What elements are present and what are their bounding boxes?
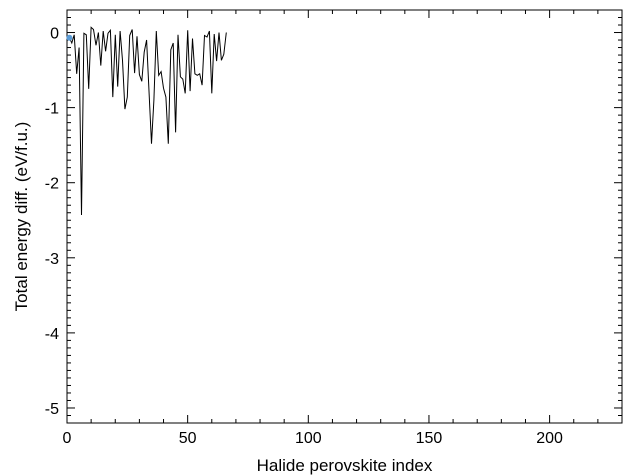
x-tick-labels: 0 50 100 150 200	[63, 430, 564, 447]
x-axis-title: Halide perovskite index	[257, 456, 433, 475]
x-tick-label: 150	[416, 430, 443, 447]
y-axis-title: Total energy diff. (eV/f.u.)	[12, 122, 31, 312]
energy-diff-series-line	[68, 26, 227, 216]
series-start-marker	[66, 34, 73, 41]
x-tick-label: 100	[295, 430, 322, 447]
y-tick-label: 0	[50, 26, 59, 43]
y-tick-label: -2	[45, 176, 59, 193]
x-tick-label: 50	[179, 430, 197, 447]
y-tick-label: -4	[45, 326, 59, 343]
plot-frame	[66, 9, 623, 424]
y-tick-label: -3	[45, 251, 59, 268]
x-tick-label: 0	[63, 430, 72, 447]
axis-ticks	[66, 10, 622, 423]
x-tick-label: 200	[536, 430, 563, 447]
y-tick-label: -5	[45, 401, 59, 418]
y-tick-labels: 0 -1 -2 -3 -4 -5	[45, 26, 59, 418]
y-tick-label: -1	[45, 101, 59, 118]
